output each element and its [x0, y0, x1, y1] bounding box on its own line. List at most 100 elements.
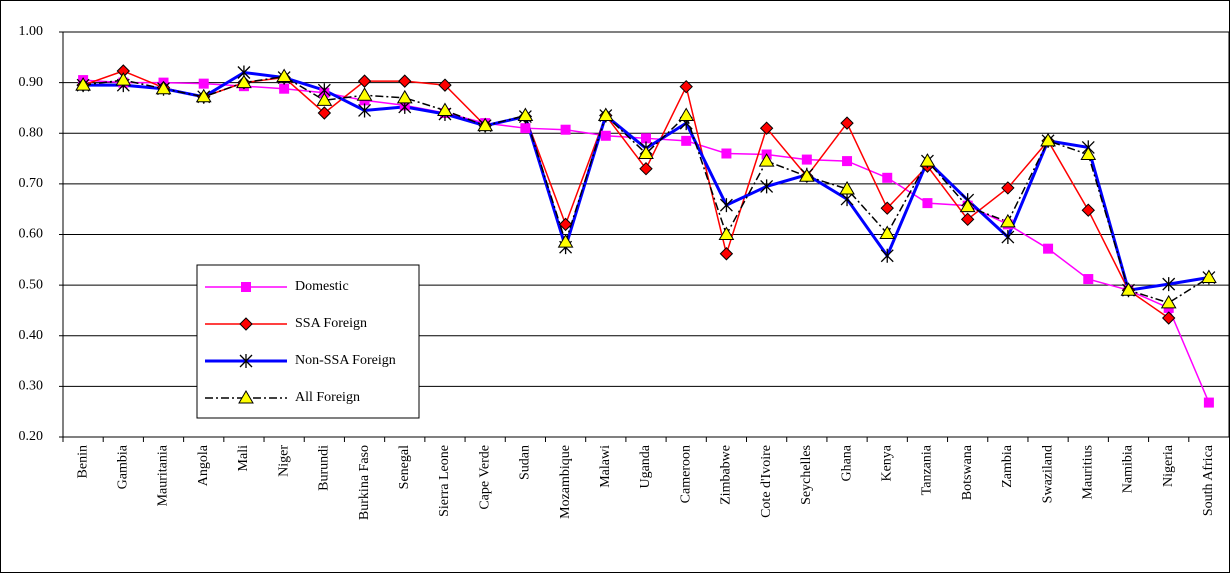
marker-diamond: [438, 78, 452, 92]
marker-square: [600, 130, 611, 141]
marker-diamond: [719, 247, 734, 261]
marker-diamond: [239, 317, 253, 331]
marker-diamond: [880, 201, 894, 215]
x-tick-label: Sierra Leone: [437, 445, 452, 517]
marker-triangle: [557, 234, 574, 248]
y-tick-label: 0.20: [19, 429, 44, 444]
marker-diamond: [1081, 203, 1095, 217]
marker-diamond: [398, 74, 412, 88]
marker-triangle: [477, 117, 494, 132]
marker-triangle: [758, 153, 775, 167]
marker-star: [358, 103, 372, 118]
marker-triangle: [678, 107, 695, 122]
marker-triangle: [276, 68, 293, 83]
y-tick-label: 0.40: [19, 328, 44, 343]
x-tick-label: Ghana: [839, 444, 854, 481]
marker-square: [681, 135, 692, 146]
marker-diamond: [960, 212, 975, 227]
marker-diamond: [759, 121, 774, 135]
x-tick-label: Botswana: [960, 444, 975, 500]
x-tick-label: Seychelles: [799, 445, 814, 505]
x-tick-label: Sudan: [518, 445, 533, 480]
x-tick-label: Cote d'Ivoire: [759, 445, 774, 518]
marker-diamond: [679, 79, 693, 94]
legend-label: Non-SSA Foreign: [295, 353, 396, 368]
x-tick-label: Zimbabwe: [719, 445, 734, 505]
x-tick-label: Senegal: [397, 445, 412, 489]
marker-triangle: [879, 225, 896, 239]
x-tick-label: Namibia: [1121, 444, 1136, 493]
y-tick-label: 0.80: [19, 125, 44, 140]
x-tick-label: Tanzania: [920, 444, 935, 495]
marker-square: [1083, 274, 1094, 285]
y-tick-label: 0.60: [19, 227, 44, 242]
x-tick-label: Mauritius: [1080, 445, 1095, 499]
x-tick-label: Benin: [75, 445, 90, 478]
x-tick-label: Burundi: [317, 445, 332, 491]
y-tick-label: 0.70: [19, 176, 44, 191]
x-tick-label: Uganda: [638, 444, 653, 488]
marker-square: [721, 148, 732, 159]
marker-triangle: [919, 153, 936, 167]
marker-triangle: [155, 80, 172, 95]
y-tick-label: 0.50: [19, 277, 44, 292]
legend-label: Domestic: [295, 279, 349, 294]
marker-diamond: [357, 74, 372, 88]
x-tick-label: Cameroon: [678, 445, 693, 503]
marker-triangle: [999, 213, 1016, 228]
marker-star: [880, 248, 894, 263]
marker-square: [801, 154, 812, 165]
marker-triangle: [437, 102, 453, 116]
x-tick-label: Kenya: [879, 444, 894, 481]
series-line: [82, 70, 1170, 319]
x-tick-label: Mali: [236, 445, 251, 472]
marker-square: [520, 123, 531, 134]
x-tick-label: Malawi: [598, 445, 613, 488]
marker-star: [239, 354, 253, 368]
marker-triangle: [316, 92, 333, 106]
marker-square: [882, 172, 893, 183]
x-tick-label: Niger: [276, 445, 291, 477]
marker-square: [198, 78, 209, 89]
x-tick-label: Burkina Faso: [357, 445, 372, 520]
marker-triangle: [517, 107, 534, 122]
marker-diamond: [1161, 311, 1176, 325]
marker-square: [279, 83, 290, 94]
x-tick-label: Nigeria: [1161, 444, 1176, 487]
marker-square: [922, 198, 933, 209]
marker-diamond: [558, 217, 573, 232]
marker-triangle: [839, 180, 855, 195]
legend-marker: [239, 317, 253, 331]
marker-square: [641, 133, 651, 144]
marker-triangle: [798, 168, 815, 182]
y-tick-label: 0.90: [19, 75, 44, 90]
x-tick-label: Angola: [196, 444, 211, 486]
marker-square: [842, 156, 853, 167]
marker-triangle: [1080, 146, 1097, 161]
marker-triangle: [195, 88, 212, 103]
x-tick-label: South Africa: [1201, 444, 1216, 516]
x-tick-label: Swaziland: [1040, 445, 1055, 503]
marker-triangle: [1120, 282, 1137, 296]
marker-triangle: [638, 145, 654, 159]
legend-marker: [239, 354, 253, 368]
marker-triangle: [1201, 269, 1217, 284]
marker-triangle: [236, 74, 252, 89]
x-tick-label: Gambia: [116, 444, 131, 489]
x-tick-label: Cape Verde: [477, 445, 492, 510]
marker-star: [1001, 230, 1015, 245]
legend-marker: [241, 282, 251, 292]
x-tick-label: Mauritania: [156, 444, 171, 506]
x-tick-label: Mozambique: [558, 445, 573, 519]
legend-label: All Foreign: [295, 390, 360, 405]
marker-triangle: [597, 107, 614, 122]
marker-triangle: [75, 77, 91, 91]
legend-marker: [238, 390, 254, 404]
marker-triangle: [396, 89, 413, 104]
marker-triangle: [959, 198, 976, 213]
marker-square: [241, 282, 251, 292]
marker-diamond: [1001, 181, 1015, 195]
marker-square: [1203, 397, 1214, 408]
marker-triangle: [1160, 294, 1177, 309]
